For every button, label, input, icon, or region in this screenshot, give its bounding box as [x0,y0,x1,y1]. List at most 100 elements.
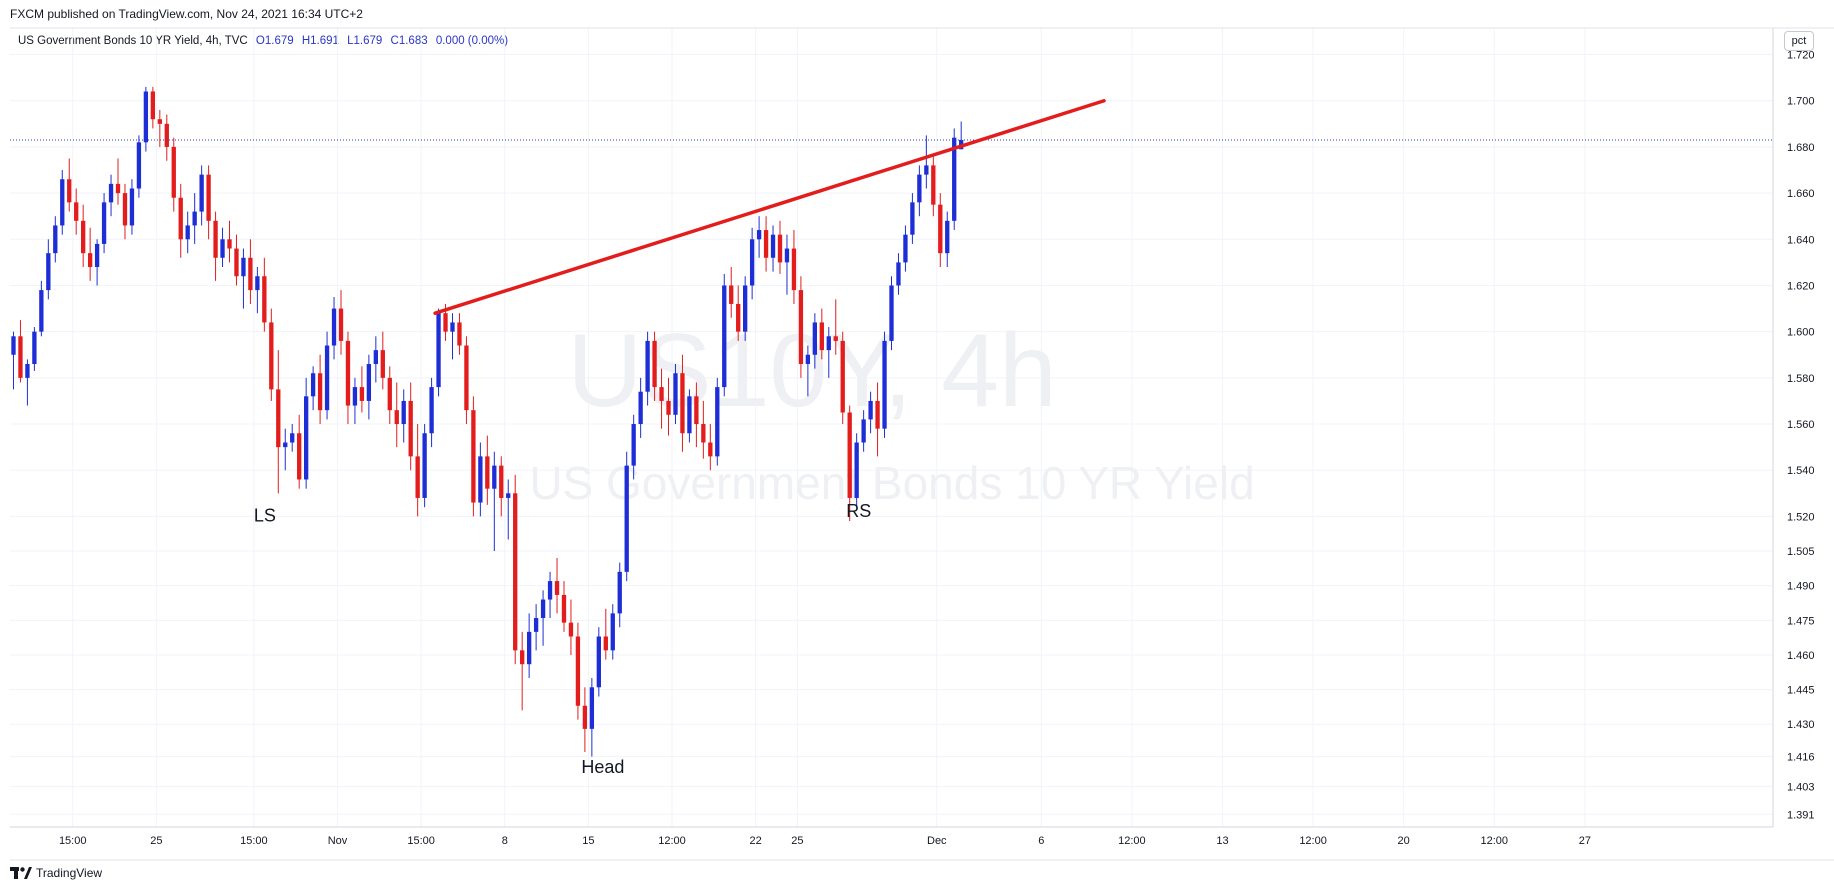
candle-84 [596,627,601,697]
pattern-annotations: LS Head RS [254,501,871,777]
time-tick-label: 15:00 [240,835,268,847]
candle-body [596,636,601,688]
percent-scale-button[interactable]: pct [1784,31,1814,51]
candle-body [854,442,859,498]
candle-body [847,412,852,498]
candle-107 [756,216,762,258]
time-tick-label: 12:00 [1118,835,1146,847]
candle-53 [380,331,385,390]
price-tick-label: 1.540 [1787,465,1815,477]
candle-body [882,340,887,429]
price-tick-label: 1.475 [1787,615,1815,627]
candle-29 [213,211,218,281]
candle-49 [352,377,358,425]
time-tick-label: 25 [791,835,803,847]
candle-124 [875,382,880,457]
candle-70 [499,456,504,517]
candle-130 [917,165,922,217]
candle-52 [373,336,379,383]
neckline-trendline[interactable] [433,98,1106,315]
candle-body [108,183,114,203]
candle-body [624,465,629,572]
candle-22 [164,114,169,161]
candle-body [791,248,797,291]
candle-body [60,179,65,226]
candles-series [11,86,964,757]
candle-body [492,465,497,489]
candle-body [471,410,476,503]
candle-body [645,340,650,392]
annotation-head: Head [581,757,624,777]
candle-80 [568,599,574,655]
candle-body [610,613,615,651]
candle-body [673,373,678,415]
candle-95 [673,363,678,425]
candle-body [283,442,288,448]
candle-17 [129,179,135,235]
legend-low: L1.679 [347,35,383,47]
candle-8 [67,158,72,212]
candle-55 [394,382,399,448]
candle-body [310,373,316,397]
candle-body [67,179,72,203]
candle-133 [938,193,943,268]
candle-98 [694,382,699,448]
candle-60 [429,377,434,448]
candle-41 [297,414,302,489]
candle-4 [39,280,44,337]
candle-135 [952,128,957,231]
candle-body [157,119,162,124]
candle-body [777,234,783,263]
candle-body [46,253,51,291]
candle-body [94,243,100,268]
time-tick-label: 6 [1038,835,1044,847]
candle-body [129,188,135,226]
candle-body [582,705,588,729]
candle-39 [283,428,288,471]
symbol-legend: US Government Bonds 10 YR Yield, 4h, TVC… [18,35,513,47]
candle-92 [652,331,657,401]
candle-122 [861,410,866,452]
candle-44 [317,354,323,425]
candle-35 [255,267,260,314]
candle-111 [784,234,790,295]
candle-body [687,396,692,434]
candle-body [540,599,546,619]
candle-body [192,211,197,226]
candle-body [394,410,399,425]
candle-body [526,631,532,665]
candle-56 [401,389,406,443]
time-tick-label: 13 [1216,835,1228,847]
candle-94 [666,377,671,436]
candle-body [429,387,434,434]
time-axis[interactable]: 15:00 25 15:00 Nov 15:00 8 15 12:00 22 25 Dec 6 12:0… [59,835,1591,847]
price-tick-label: 1.391 [1787,809,1815,821]
candle-body [143,91,149,143]
candle-body [199,174,204,212]
candle-26 [192,193,197,244]
candle-9 [74,188,79,235]
candle-67 [478,442,483,517]
price-tick-label: 1.620 [1787,280,1815,292]
candle-body [499,465,504,498]
candle-36 [262,257,267,332]
candle-88 [624,451,629,582]
time-tick-label: 20 [1398,835,1410,847]
candle-body [213,220,218,258]
candle-body [150,91,156,120]
candle-body [743,285,748,332]
annotation-rs: RS [846,501,871,521]
price-tick-label: 1.430 [1787,719,1815,731]
candle-59 [422,424,427,508]
candle-24 [178,183,183,258]
candle-15 [115,158,121,205]
candle-body [931,165,936,205]
candle-71 [506,479,511,540]
price-axis[interactable]: 1.720 1.700 1.680 1.660 1.640 1.620 1.600 1.580… [1787,50,1815,822]
candle-127 [896,253,901,295]
candle-body [450,322,455,332]
time-tick-label: Nov [328,835,348,847]
candle-body [276,389,281,448]
candle-body [763,230,769,258]
